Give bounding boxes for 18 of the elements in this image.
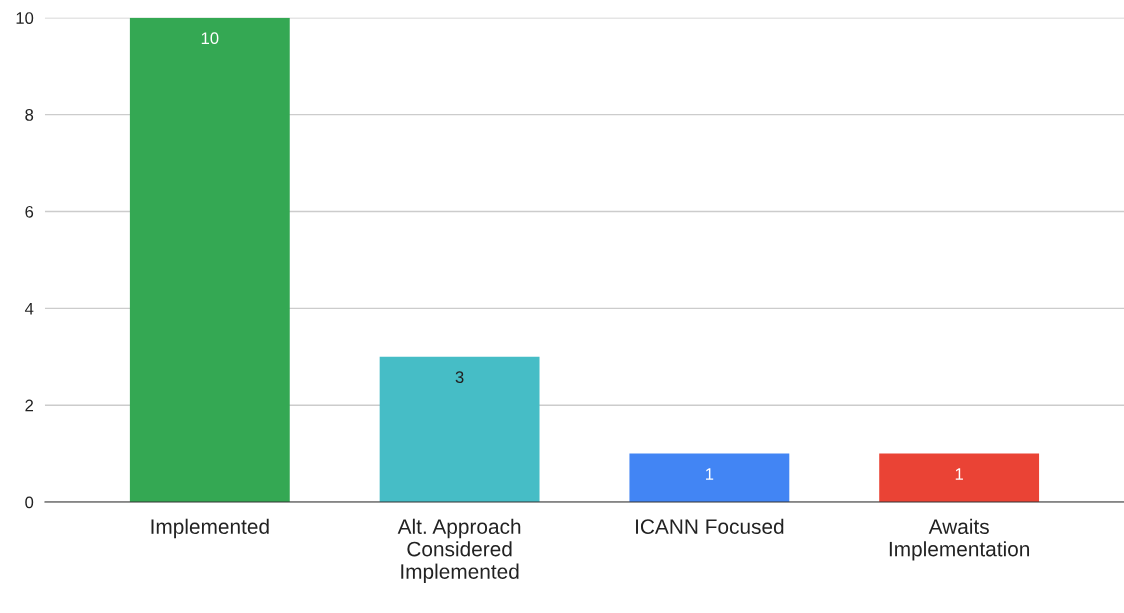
y-tick-label: 6 [25, 205, 34, 218]
data-label: 3 [455, 371, 464, 384]
x-tick-label: Alt. Approach Considered Implemented [397, 518, 521, 584]
y-tick-label: 8 [25, 109, 34, 121]
x-tick-label: ICANN Focused [636, 518, 784, 535]
y-tick-label: 0 [25, 496, 34, 509]
y-tick-label: 10 [16, 12, 34, 24]
bar [379, 356, 540, 503]
data-label: 1 [955, 468, 963, 480]
bar [629, 453, 790, 503]
data-label: 1 [706, 468, 714, 480]
data-label: 10 [201, 32, 219, 45]
y-tick-label: 4 [24, 302, 34, 315]
bar [129, 17, 290, 503]
bar [879, 453, 1040, 503]
y-tick-label: 2 [25, 399, 34, 412]
x-tick-label: Awaits Implementation [889, 518, 1030, 561]
x-tick-label: Implemented [151, 518, 269, 539]
